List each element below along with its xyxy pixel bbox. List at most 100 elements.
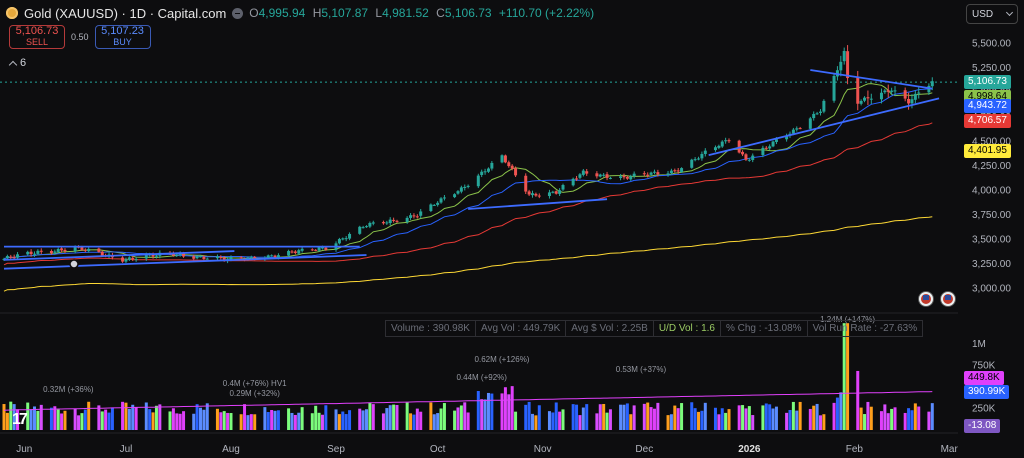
volume-bar — [73, 408, 77, 430]
us-flag-icon[interactable] — [919, 292, 933, 306]
candle-body — [60, 248, 64, 251]
buy-price: 5,107.23 — [101, 25, 144, 37]
alert-marker[interactable] — [69, 259, 79, 269]
volume-bar — [83, 409, 87, 430]
candle-body — [703, 150, 707, 154]
indicators-toggle[interactable]: 6 — [8, 56, 36, 70]
candle-body — [649, 172, 653, 175]
volume-bar — [741, 405, 745, 430]
candle-body — [598, 174, 602, 177]
candle-body — [463, 186, 467, 189]
trend-line — [3, 250, 235, 261]
volume-bar — [788, 409, 792, 430]
candle-body — [293, 251, 297, 253]
candle-body — [310, 249, 314, 251]
candle-body — [791, 129, 795, 134]
volume-bar — [690, 402, 694, 430]
candle-body — [697, 158, 701, 160]
candle-body — [547, 192, 551, 197]
volume-bar — [266, 412, 270, 430]
candle-body — [297, 250, 301, 254]
candle-body — [910, 99, 914, 104]
price-tick-label: 3,500.00 — [972, 234, 1011, 245]
candle-body — [324, 247, 328, 250]
candle-body — [419, 211, 423, 216]
candle-body — [368, 222, 372, 227]
volume-bar — [104, 409, 108, 430]
moving-average-line — [3, 83, 933, 260]
candle-body — [642, 173, 646, 175]
volume-bar — [713, 407, 717, 430]
volume-bar — [646, 402, 650, 430]
volume-bar — [436, 413, 440, 430]
volume-bar — [222, 411, 226, 430]
time-axis[interactable]: Jun Jul Aug Sep Oct Nov Dec 2026 Feb Mar — [16, 444, 958, 455]
volume-bar — [134, 407, 138, 430]
candle-body — [531, 193, 535, 196]
symbol-title[interactable]: Gold (XAUUSD) · 1D · Capital.com — [24, 5, 227, 21]
visibility-icon[interactable] — [232, 7, 244, 19]
volume-bar — [409, 413, 413, 430]
candle-body — [724, 140, 728, 142]
candle-body — [9, 256, 13, 258]
volume-bar — [815, 403, 819, 430]
candle-body — [595, 173, 599, 177]
candle-body — [832, 75, 836, 101]
candle-body — [16, 254, 20, 258]
volume-bar — [547, 411, 551, 430]
volume-bar — [182, 411, 186, 430]
volume-bar — [175, 413, 179, 430]
buy-button[interactable]: 5,107.23 BUY — [94, 25, 151, 49]
volume-bar — [195, 404, 199, 430]
price-badge: 5,106.73 — [964, 75, 1011, 90]
moving-average-line — [3, 122, 933, 266]
time-tick-label: 2026 — [738, 444, 761, 455]
candle-body — [842, 50, 846, 62]
candle-body — [87, 248, 91, 251]
volume-bar — [412, 414, 416, 430]
volume-bar — [927, 411, 931, 430]
price-badge: 4,943.72 — [964, 99, 1011, 114]
sell-button[interactable]: 5,106.73 SELL — [9, 25, 65, 49]
candle-body — [602, 174, 606, 176]
candle-body — [717, 145, 721, 148]
volume-bar — [486, 392, 490, 430]
candle-body — [510, 165, 514, 169]
us-flag-icon[interactable] — [941, 292, 955, 306]
candle-body — [818, 111, 822, 113]
candle-body — [554, 191, 558, 194]
volume-stats-bar: Volume : 390.98K Avg Vol : 449.79K Avg $… — [385, 320, 924, 337]
candle-body — [317, 247, 321, 251]
candle-body — [524, 175, 528, 192]
candle-body — [83, 249, 87, 251]
volume-bar — [697, 411, 701, 430]
candle-body — [80, 246, 84, 250]
volume-bar — [863, 414, 867, 430]
volume-bar — [334, 409, 338, 430]
volume-bar — [724, 412, 728, 430]
candle-body — [392, 219, 396, 221]
volume-bar — [893, 407, 897, 430]
volume-bar — [5, 412, 9, 430]
volume-bar — [199, 407, 202, 430]
price-tick-label: 5,500.00 — [972, 39, 1011, 50]
volume-bar — [287, 408, 291, 430]
volume-bar — [747, 406, 751, 430]
volume-bar — [480, 399, 484, 430]
volume-bar — [395, 405, 399, 430]
volume-bar — [192, 413, 196, 430]
candle-body — [73, 247, 77, 252]
volume-bar — [575, 404, 579, 430]
close-label: C — [436, 6, 445, 20]
candle-body — [415, 216, 419, 218]
candle-body — [795, 128, 799, 130]
volume-badge: 449.8K — [964, 371, 1004, 385]
volume-bar — [598, 404, 602, 430]
currency-select[interactable]: USD — [966, 4, 1018, 24]
sell-label: SELL — [25, 37, 49, 47]
candle-body — [195, 256, 199, 259]
tradingview-logo-icon: 17 — [12, 411, 28, 428]
candle-body — [219, 257, 223, 259]
price-tick-label: 4,000.00 — [972, 185, 1011, 196]
